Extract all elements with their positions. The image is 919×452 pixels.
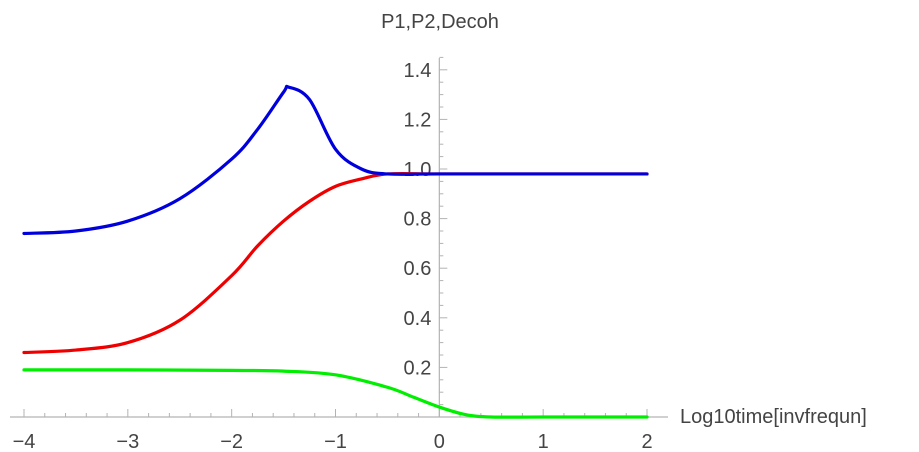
x-tick-label: 1 [538,431,549,452]
series-line-3 [22,368,649,419]
y-tick-label: 1.0 [404,159,432,181]
y-tick-label: 0.4 [404,308,432,330]
y-tick-label: 1.2 [404,109,432,131]
labels: P1,P2,Decoh Log10time[invfrequn] [381,11,867,428]
series-line-1 [22,84,649,236]
x-tick-label: −4 [13,431,36,452]
x-tick-label: −1 [324,431,347,452]
y-tick-label: 0.6 [404,258,432,280]
series-layer [22,84,649,419]
y-tick-label: 0.8 [404,209,432,231]
x-axis-label: Log10time[invfrequn] [680,406,867,428]
x-tick-label: 0 [434,431,445,452]
series-line-2 [22,171,649,355]
y-tick-label: 1.4 [404,60,432,82]
x-tick-label: 2 [641,431,652,452]
axes: −4 −3 −2 −1 0 1 2 0.2 0.4 0.6 0.8 1.0 1.2 1.4 [10,56,668,452]
x-tick-label: −3 [116,431,139,452]
y-tick-label: 0.2 [404,357,432,379]
x-tick-label: −2 [220,431,243,452]
y-axis-label: P1,P2,Decoh [381,11,499,33]
